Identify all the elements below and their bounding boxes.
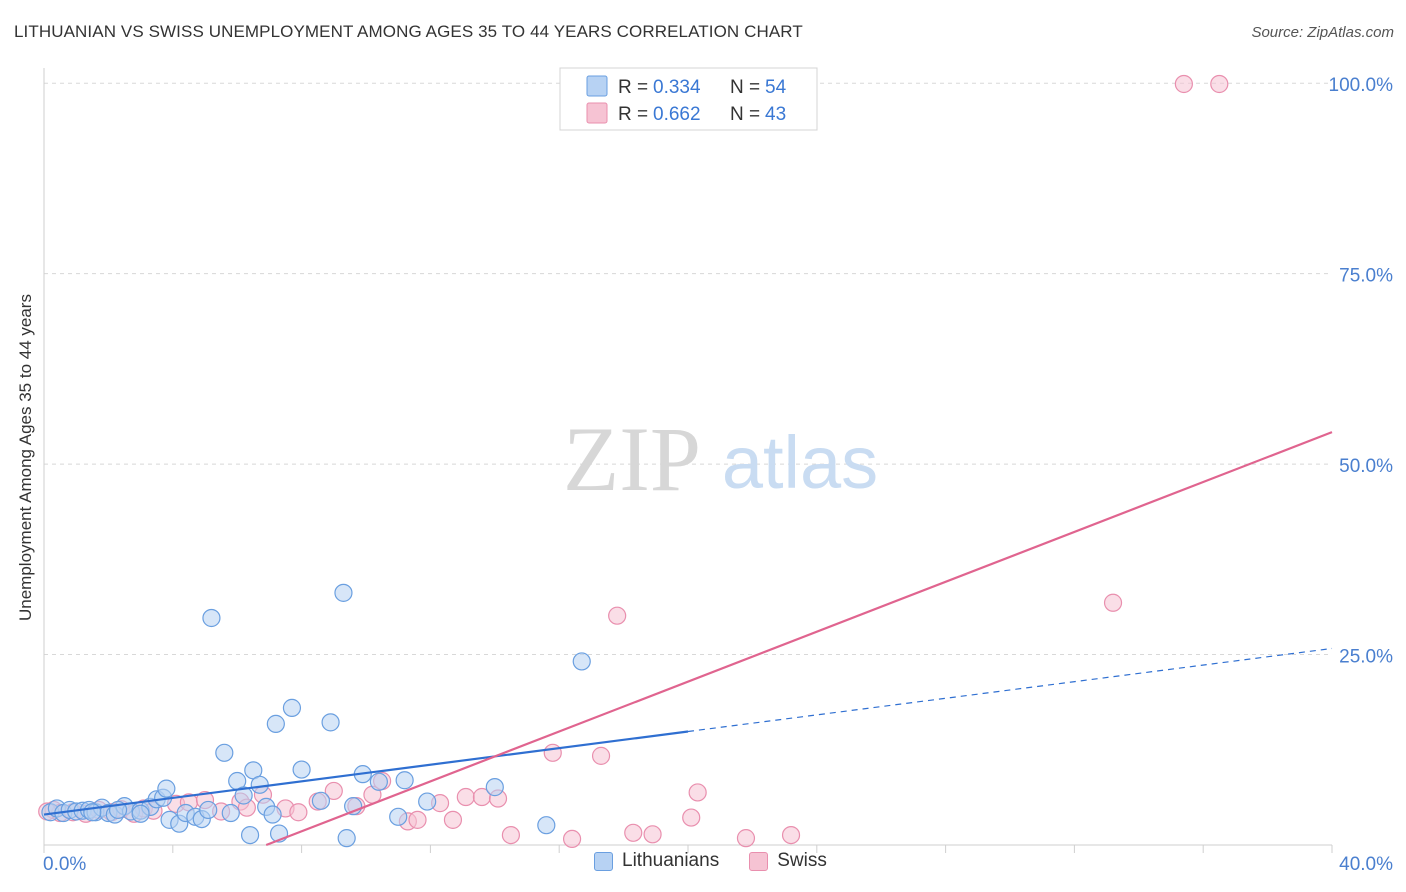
swiss-point (408, 810, 427, 829)
swiss-point (682, 808, 701, 827)
swiss-point (781, 825, 801, 845)
swiss-point (543, 743, 562, 762)
lithuanian-point (334, 583, 353, 602)
lithuanians-swatch (594, 851, 613, 871)
lithuanian-trend-extension (687, 647, 1333, 733)
swiss-point (736, 829, 756, 848)
y-tick-label: 50.0% (1339, 456, 1393, 477)
lithuanian-point (263, 805, 282, 824)
lithuanian-point (266, 714, 285, 733)
lithuanian-point (131, 804, 150, 823)
swiss-point (443, 810, 463, 829)
swiss-point (1210, 74, 1229, 94)
legend-lith-n-label: N = (730, 77, 765, 98)
svg-text:R = 0.662 N =: R = 0.662 N = 43 (618, 104, 786, 125)
lithuanian-point (537, 816, 556, 835)
legend-swiss-r-value: 0.662 (653, 104, 701, 125)
legend-swiss-r-label: R = (618, 104, 653, 125)
swiss-point (643, 825, 662, 844)
lithuanian-point (418, 792, 437, 811)
y-tick-label: 25.0% (1339, 647, 1393, 668)
lithuanian-point (282, 698, 302, 717)
lithuanian-point (83, 803, 102, 822)
lithuanian-points (41, 583, 591, 848)
legend-swiss-n-label: N = (730, 104, 765, 125)
legend-item-swiss: Swiss (749, 850, 827, 872)
lithuanian-point (389, 807, 408, 826)
swiss-point (501, 825, 520, 845)
lithuanian-point (202, 608, 221, 628)
lithuanian-trend-line (43, 730, 689, 816)
lithuanian-point (337, 829, 356, 848)
lithuanian-point (221, 803, 240, 823)
lithuanian-point (395, 771, 414, 790)
svg-text:R = 0.334 N =: R = 0.334 N = 54 (618, 77, 787, 98)
lithuanian-point (240, 825, 260, 845)
watermark-atlas: atlas (722, 421, 878, 504)
legend-lith-n-value: 54 (765, 77, 787, 98)
swiss-point (324, 781, 343, 801)
legend-lith-swatch (586, 75, 608, 97)
swiss-point (624, 823, 643, 842)
x-tick-label: 40.0% (1339, 854, 1393, 875)
legend-lith-r-value: 0.334 (653, 77, 701, 98)
lithuanian-point (215, 743, 234, 762)
x-ticks (43, 845, 1333, 853)
trend-lines (43, 431, 1333, 847)
x-tick-labels: 0.0% 40.0% (43, 854, 1393, 875)
correlation-legend: R = 0.334 N = 54 R = 0.662 N = 43 (559, 67, 818, 131)
swiss-trend-line (265, 431, 1333, 847)
x-tick-label: 0.0% (43, 854, 86, 875)
y-axis-label-wrap: Unemployment Among Ages 35 to 44 years (16, 295, 36, 622)
lithuanians-label: Lithuanians (622, 850, 720, 871)
lithuanian-point (485, 778, 504, 797)
lithuanian-point (234, 786, 253, 805)
lithuanian-point (157, 779, 176, 798)
swiss-point (456, 787, 475, 807)
swiss-point (688, 783, 707, 802)
lithuanian-point (311, 791, 331, 810)
legend-swiss-swatch (586, 102, 608, 124)
swiss-point (289, 803, 308, 822)
swiss-point (562, 829, 582, 849)
lithuanian-point (199, 800, 218, 820)
gridlines (44, 82, 1332, 656)
lithuanian-point (292, 760, 311, 779)
y-tick-label: 100.0% (1329, 75, 1394, 96)
swiss-label: Swiss (777, 850, 827, 871)
legend-item-lithuanians: Lithuanians (594, 850, 719, 872)
swiss-point (608, 606, 627, 625)
chart-title: LITHUANIAN VS SWISS UNEMPLOYMENT AMONG A… (14, 22, 803, 41)
legend-lith-r-label: R = (618, 77, 653, 98)
lithuanian-point (369, 772, 388, 791)
swiss-point (1174, 74, 1193, 94)
lithuanian-point (572, 652, 591, 671)
lithuanian-point (321, 713, 340, 732)
y-tick-labels: 25.0% 50.0% 75.0% 100.0% (1329, 75, 1394, 667)
swiss-point (591, 746, 611, 765)
source-credit: Source: ZipAtlas.com (1251, 24, 1394, 41)
swiss-point (1103, 593, 1123, 612)
y-tick-label: 75.0% (1339, 266, 1393, 287)
legend-swiss-n-value: 43 (765, 104, 786, 125)
series-legend: Lithuanians Swiss (594, 850, 857, 872)
swiss-swatch (749, 851, 769, 871)
lithuanian-point (250, 775, 269, 794)
watermark: ZIP atlas (563, 408, 878, 510)
y-axis-label: Unemployment Among Ages 35 to 44 years (16, 294, 35, 622)
watermark-zip: ZIP (563, 408, 701, 510)
